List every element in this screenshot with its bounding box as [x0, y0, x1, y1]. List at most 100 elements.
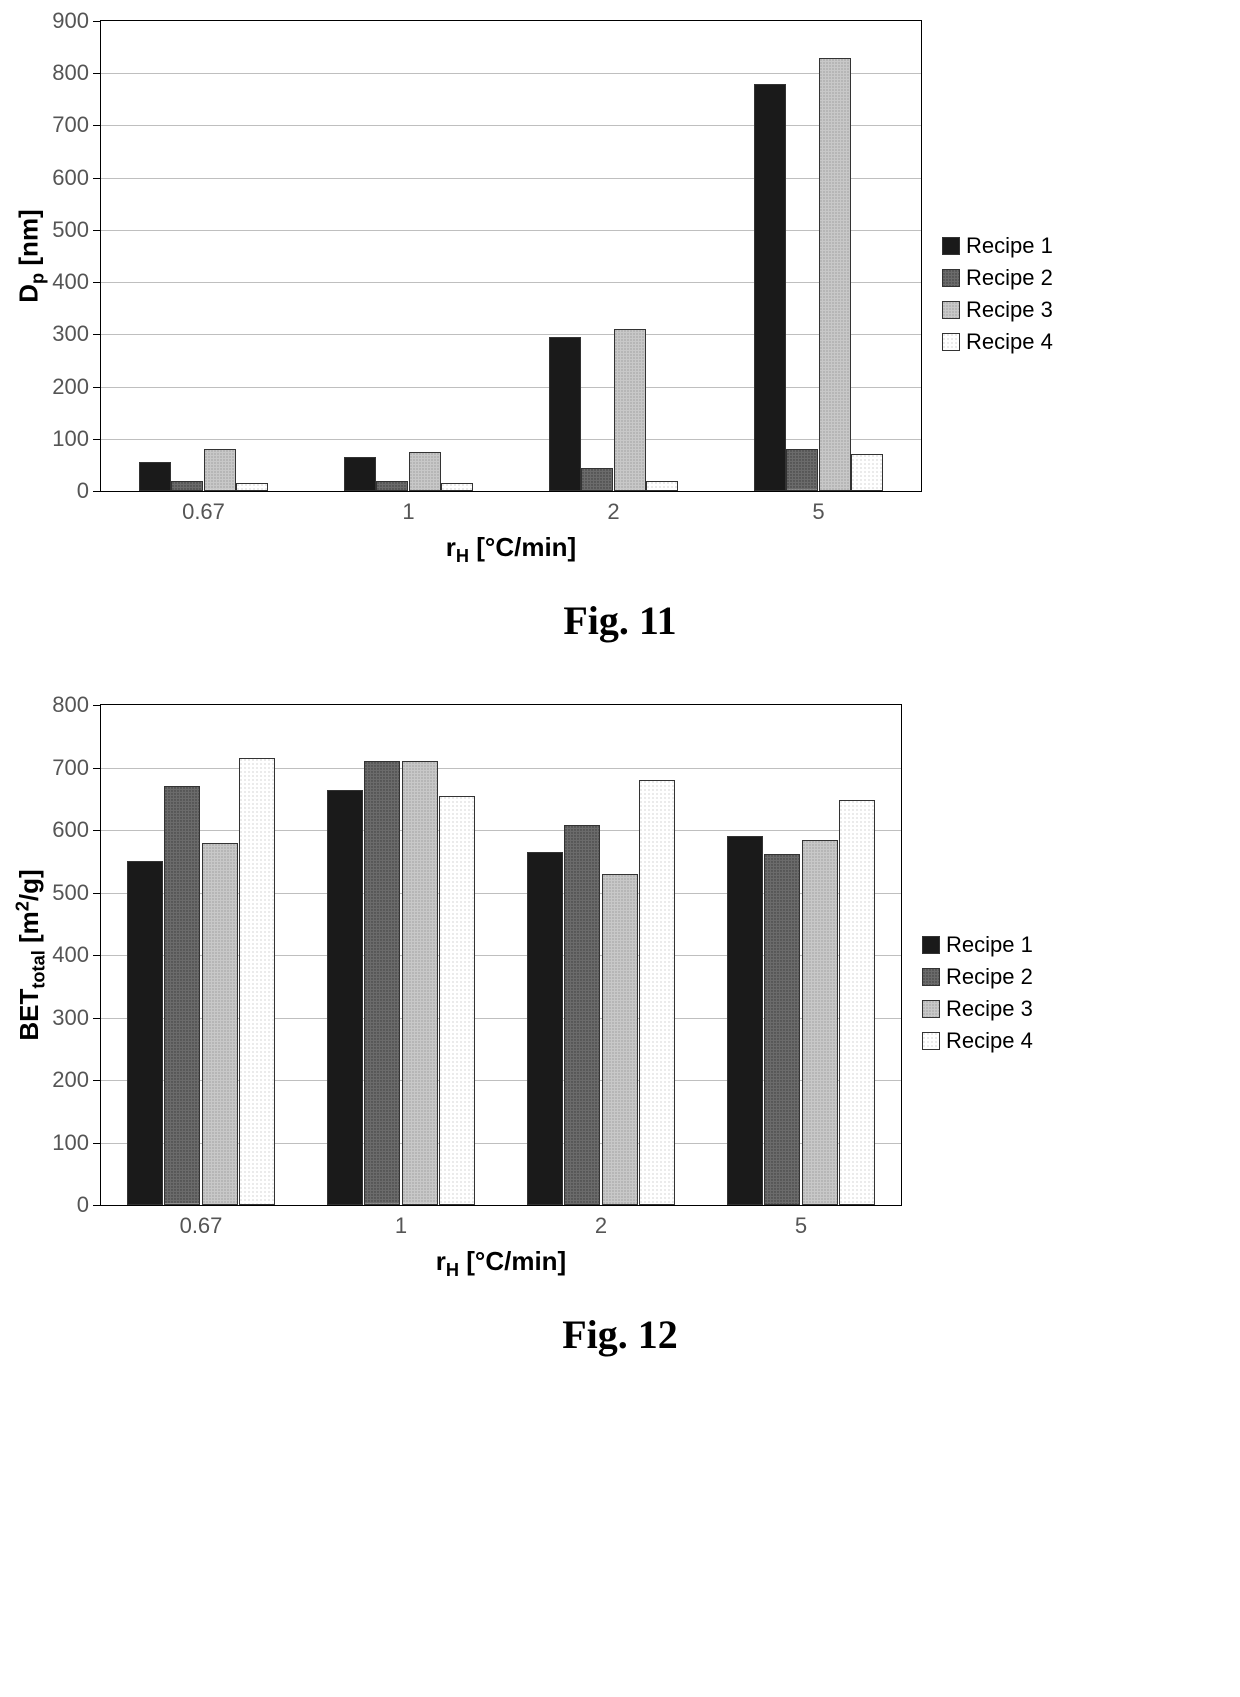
- ytick: [93, 21, 101, 22]
- bar: [754, 84, 786, 491]
- fig12-caption: Fig. 12: [20, 1311, 1220, 1358]
- bar: [139, 462, 171, 491]
- fig11-figure: Dp [nm]01002003004005006007008009000.671…: [20, 20, 1220, 644]
- fig11-chart-area: Dp [nm]01002003004005006007008009000.671…: [100, 20, 922, 567]
- bar: [527, 852, 563, 1205]
- bar: [727, 836, 763, 1205]
- legend-swatch: [922, 936, 940, 954]
- bar: [646, 481, 678, 491]
- ytick-label: 300: [52, 321, 89, 347]
- ytick-label: 100: [52, 426, 89, 452]
- bar: [364, 761, 400, 1205]
- xtick-label: 0.67: [182, 499, 225, 525]
- legend-label: Recipe 2: [966, 265, 1053, 291]
- bar: [239, 758, 275, 1205]
- bar: [802, 840, 838, 1206]
- legend-label: Recipe 3: [966, 297, 1053, 323]
- legend-swatch: [922, 1032, 940, 1050]
- bar: [127, 861, 163, 1205]
- ytick: [93, 893, 101, 894]
- gridline: [101, 768, 901, 769]
- ytick-label: 200: [52, 1067, 89, 1093]
- fig12-ylabel: BETtotal [m2/g]: [13, 870, 50, 1041]
- ytick: [93, 1018, 101, 1019]
- ytick: [93, 439, 101, 440]
- ytick: [93, 334, 101, 335]
- gridline: [101, 178, 921, 179]
- fig12-xlabel: rH [°C/min]: [100, 1246, 902, 1281]
- bar: [786, 449, 818, 491]
- legend-item: Recipe 1: [942, 233, 1053, 259]
- legend-swatch: [922, 968, 940, 986]
- ytick: [93, 73, 101, 74]
- bar: [344, 457, 376, 491]
- legend-label: Recipe 1: [966, 233, 1053, 259]
- legend-item: Recipe 2: [922, 964, 1033, 990]
- bar: [839, 800, 875, 1205]
- legend-label: Recipe 4: [966, 329, 1053, 355]
- legend-label: Recipe 1: [946, 932, 1033, 958]
- legend-item: Recipe 2: [942, 265, 1053, 291]
- ytick-label: 400: [52, 269, 89, 295]
- xtick-label: 1: [395, 1213, 407, 1239]
- fig11-caption: Fig. 11: [20, 597, 1220, 644]
- legend-swatch: [922, 1000, 940, 1018]
- ytick-label: 100: [52, 1130, 89, 1156]
- ytick-label: 600: [52, 165, 89, 191]
- gridline: [101, 439, 921, 440]
- legend-swatch: [942, 301, 960, 319]
- fig12-plot: BETtotal [m2/g]0100200300400500600700800…: [100, 704, 902, 1206]
- bar: [602, 874, 638, 1205]
- legend-label: Recipe 3: [946, 996, 1033, 1022]
- ytick-label: 300: [52, 1005, 89, 1031]
- fig12-chart-area: BETtotal [m2/g]0100200300400500600700800…: [100, 704, 902, 1281]
- gridline: [101, 73, 921, 74]
- ytick-label: 200: [52, 374, 89, 400]
- ytick-label: 700: [52, 755, 89, 781]
- bar: [402, 761, 438, 1205]
- fig12-chart-wrap: BETtotal [m2/g]0100200300400500600700800…: [100, 704, 1220, 1281]
- bar: [549, 337, 581, 491]
- xtick-label: 1: [402, 499, 414, 525]
- xtick-label: 2: [607, 499, 619, 525]
- legend-swatch: [942, 237, 960, 255]
- bar: [376, 481, 408, 491]
- bar: [171, 481, 203, 491]
- legend-label: Recipe 4: [946, 1028, 1033, 1054]
- gridline: [101, 230, 921, 231]
- fig12-legend: Recipe 1 Recipe 2 Recipe 3 Recipe 4: [922, 926, 1033, 1060]
- gridline: [101, 282, 921, 283]
- bar: [614, 329, 646, 491]
- bar: [236, 483, 268, 491]
- bar: [441, 483, 473, 491]
- bar: [204, 449, 236, 491]
- gridline: [101, 830, 901, 831]
- ytick: [93, 282, 101, 283]
- ytick-label: 800: [52, 60, 89, 86]
- ytick: [93, 1080, 101, 1081]
- xtick-label: 0.67: [180, 1213, 223, 1239]
- xtick-label: 5: [795, 1213, 807, 1239]
- bar: [639, 780, 675, 1205]
- legend-swatch: [942, 333, 960, 351]
- gridline: [101, 125, 921, 126]
- legend-label: Recipe 2: [946, 964, 1033, 990]
- bar: [564, 825, 600, 1205]
- bar: [409, 452, 441, 491]
- xtick-label: 2: [595, 1213, 607, 1239]
- legend-item: Recipe 3: [922, 996, 1033, 1022]
- ytick: [93, 178, 101, 179]
- ytick-label: 700: [52, 112, 89, 138]
- ytick: [93, 705, 101, 706]
- bar: [764, 854, 800, 1205]
- ytick: [93, 768, 101, 769]
- ytick-label: 400: [52, 942, 89, 968]
- legend-item: Recipe 3: [942, 297, 1053, 323]
- fig12-figure: BETtotal [m2/g]0100200300400500600700800…: [20, 704, 1220, 1358]
- ytick-label: 800: [52, 692, 89, 718]
- xtick-label: 5: [812, 499, 824, 525]
- ytick-label: 0: [77, 1192, 89, 1218]
- legend-item: Recipe 1: [922, 932, 1033, 958]
- fig11-legend: Recipe 1 Recipe 2 Recipe 3 Recipe 4: [942, 227, 1053, 361]
- bar: [851, 454, 883, 491]
